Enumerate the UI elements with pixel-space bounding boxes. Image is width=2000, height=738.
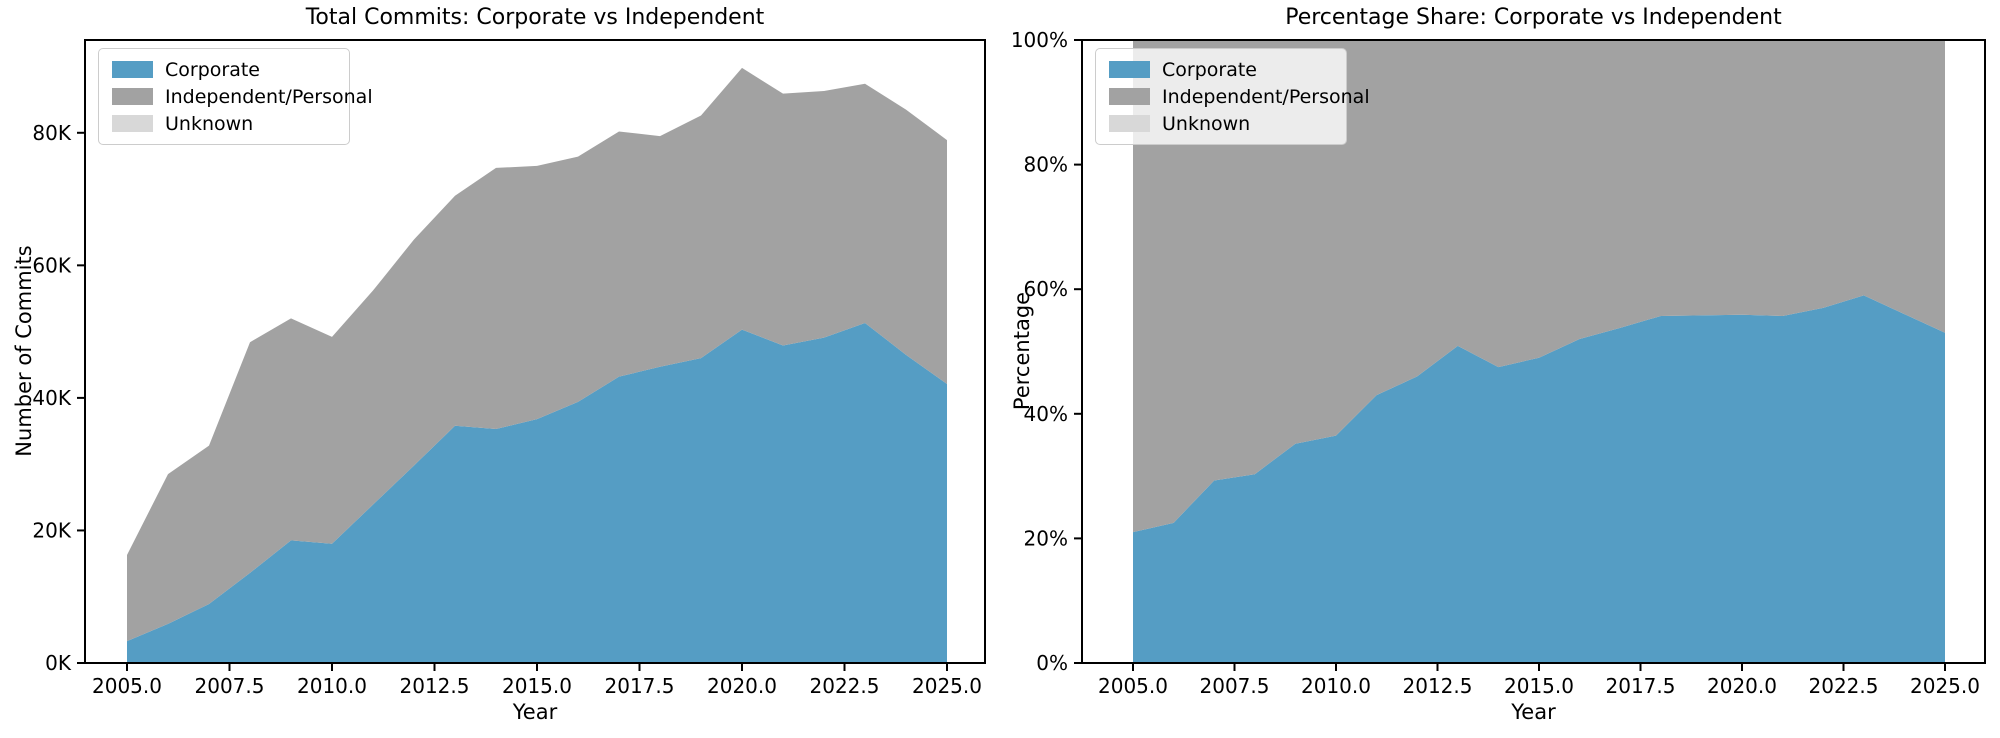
area-independent-personal [127,67,947,642]
x-tick-label: 2017.5 [1606,674,1676,698]
unknown-swatch-icon [112,115,153,132]
y-tick-label: 0K [45,651,72,675]
y-tick-label: 20% [1024,526,1068,550]
chart-title: Percentage Share: Corporate vs Independe… [1285,5,1782,30]
x-tick-label: 2020.0 [707,674,777,698]
x-tick-label: 2012.5 [1403,674,1473,698]
x-tick-label: 2025.0 [1910,674,1980,698]
x-tick-label: 2005.0 [1098,674,1168,698]
area-independent-personal [1133,40,1945,533]
x-tick-label: 2025.0 [912,674,982,698]
y-axis-label: Percentage [1010,291,1034,411]
legend-item-corporate: Corporate [1109,56,1346,83]
y-tick-label: 80K [32,121,71,145]
x-tick-label: 2010.0 [297,674,367,698]
percentage-share-plot: 2005.0 2007.5 2010.0 2012.5 2015.0 2017.5 2020… [1011,28,1986,698]
total-commits-plot: 2005.0 2007.5 2010.0 2012.5 2015.0 2017.5 2020… [32,39,986,698]
x-tick-label: 2005.0 [92,674,162,698]
y-tick-label: 40% [1024,402,1068,426]
legend-label: Independent/Personal [1162,85,1370,108]
x-tick-label: 2012.5 [400,674,470,698]
y-tick-label: 60K [32,253,71,277]
legend-item-independent: Independent/Personal [112,83,373,110]
y-axis-label: Number of Commits [12,245,36,457]
legend-label: Unknown [165,112,254,135]
independent-swatch-icon [112,88,153,105]
y-tick-label: 80% [1024,153,1068,177]
x-tick-label: 2007.5 [195,674,265,698]
x-axis-label: Year [512,700,558,724]
chart-title: Total Commits: Corporate vs Independent [305,5,765,30]
unknown-swatch-icon [1109,115,1150,132]
chart-percentage-share: 2005.0 2007.5 2010.0 2012.5 2015.0 2017.5 2020… [1000,0,2000,738]
x-tick-label: 2017.5 [605,674,675,698]
legend-label: Corporate [165,58,260,81]
corporate-swatch-icon [112,61,153,78]
x-axis-label: Year [1511,700,1556,724]
y-tick-label: 60% [1024,277,1068,301]
legend: Corporate Independent/Personal Unknown [98,48,373,145]
x-tick-label: 2015.0 [502,674,572,698]
legend-item-unknown: Unknown [112,110,349,137]
area-corporate [127,323,947,663]
y-tick-label: 0% [1036,651,1068,675]
x-tick-label: 2015.0 [1504,674,1574,698]
legend-item-corporate: Corporate [112,56,349,83]
chart-total-commits: 2005.0 2007.5 2010.0 2012.5 2015.0 2017.5 2020… [12,5,986,724]
legend-item-independent: Independent/Personal [1109,83,1370,110]
legend: Corporate Independent/Personal Unknown [1095,48,1370,145]
plot-spines [84,39,986,664]
y-tick-label: 40K [32,386,71,410]
legend-label: Unknown [1162,112,1251,135]
y-tick-label: 100% [1011,28,1068,52]
x-tick-label: 2010.0 [1301,674,1371,698]
legend-item-unknown: Unknown [1109,110,1346,137]
independent-swatch-icon [1109,88,1150,105]
y-tick-label: 20K [32,518,71,542]
x-tick-label: 2022.5 [1809,674,1879,698]
plot-spines [1081,39,1986,664]
legend-label: Independent/Personal [165,85,373,108]
x-tick-label: 2022.5 [810,674,880,698]
area-corporate [1133,295,1945,663]
x-tick-label: 2020.0 [1707,674,1777,698]
x-tick-label: 2007.5 [1200,674,1270,698]
legend-label: Corporate [1162,58,1257,81]
corporate-swatch-icon [1109,61,1150,78]
